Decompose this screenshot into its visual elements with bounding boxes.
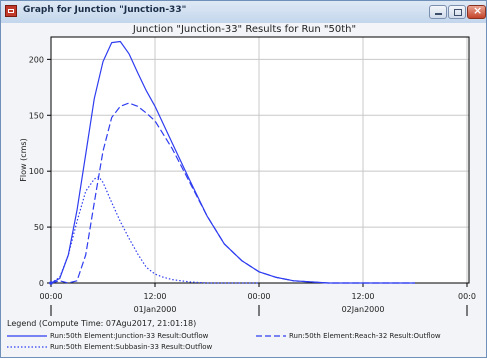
x-tick-label: 12:00 bbox=[143, 292, 166, 301]
chart-title: Junction "Junction-33" Results for Run "… bbox=[132, 24, 357, 35]
maximize-button[interactable] bbox=[448, 5, 466, 19]
window-title: Graph for Junction "Junction-33" bbox=[23, 5, 187, 15]
subbasin-outflow-line bbox=[50, 176, 259, 284]
legend-swatch-dotted bbox=[7, 346, 47, 348]
legend-label-subbasin: Run:50th Element:Subbasin-33 Result:Outf… bbox=[50, 343, 213, 351]
y-tick-label: 200 bbox=[29, 55, 44, 64]
legend-label-junction: Run:50th Element:Junction-33 Result:Outf… bbox=[50, 332, 209, 340]
y-tick-label: 0 bbox=[39, 279, 44, 288]
plot-area bbox=[51, 37, 469, 283]
y-axis-label: Flow (cms) bbox=[19, 138, 28, 181]
legend-label-reach: Run:50th Element:Reach-32 Result:Outflow bbox=[289, 332, 441, 340]
legend-title: Legend (Compute Time: 07Agu2017, 21:01:1… bbox=[7, 319, 197, 328]
minimize-button[interactable] bbox=[429, 5, 447, 19]
legend-item-reach: Run:50th Element:Reach-32 Result:Outflow bbox=[256, 332, 441, 340]
x-tick-label: 00:00 bbox=[39, 292, 62, 301]
legend-swatch-dashed bbox=[256, 335, 286, 337]
graph-app-icon bbox=[5, 5, 17, 17]
legend-swatch-solid bbox=[7, 335, 47, 337]
y-tick-label: 150 bbox=[29, 111, 44, 120]
origin-point bbox=[49, 281, 53, 285]
close-button[interactable] bbox=[467, 4, 486, 19]
x-tick-label: 12:00 bbox=[351, 292, 374, 301]
reach-outflow-line bbox=[50, 102, 415, 284]
y-tick-label: 50 bbox=[34, 223, 44, 232]
title-bar[interactable]: Graph for Junction "Junction-33" bbox=[1, 1, 486, 23]
date-label: 01Jan2000 bbox=[134, 305, 177, 314]
legend-item-junction: Run:50th Element:Junction-33 Result:Outf… bbox=[7, 332, 208, 340]
x-tick-label: 00:00 bbox=[247, 292, 270, 301]
plot-frame bbox=[50, 36, 470, 284]
x-tick-label: 00:0 bbox=[458, 292, 476, 301]
date-label: 02Jan2000 bbox=[342, 305, 385, 314]
legend-item-subbasin: Run:50th Element:Subbasin-33 Result:Outf… bbox=[7, 343, 212, 351]
y-tick-label: 100 bbox=[29, 167, 44, 176]
